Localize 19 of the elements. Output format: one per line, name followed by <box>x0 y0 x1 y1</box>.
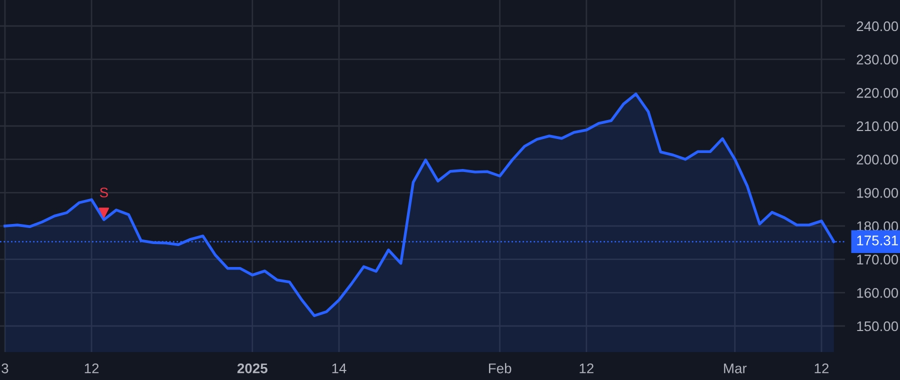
y-tick-label: 230.00 <box>856 54 898 65</box>
x-tick-label: 12 <box>580 363 594 374</box>
y-tick-label: 170.00 <box>857 254 898 265</box>
y-tick-label: 240.00 <box>856 21 898 32</box>
x-tick-label: 12 <box>84 363 99 374</box>
y-tick-label: 160.00 <box>857 288 898 298</box>
x-tick-label: 14 <box>332 364 346 374</box>
data-label: S <box>100 188 108 198</box>
x-tick-label: Mar <box>724 364 747 374</box>
y-tick-label: 220.00 <box>856 88 898 98</box>
x-tick-label: Feb <box>489 363 512 374</box>
x-tick-label: 12 <box>814 363 829 374</box>
y-tick-label: 150.00 <box>857 321 898 332</box>
y-tick-label: 190.00 <box>857 188 898 198</box>
y-tick-label: 210.00 <box>856 121 898 132</box>
x-tick-label: 2025 <box>237 363 268 374</box>
y-tick-label: 200.00 <box>856 154 898 165</box>
x-tick-label: 3 <box>2 363 8 374</box>
ref-line-label: 175.31 <box>857 236 898 246</box>
